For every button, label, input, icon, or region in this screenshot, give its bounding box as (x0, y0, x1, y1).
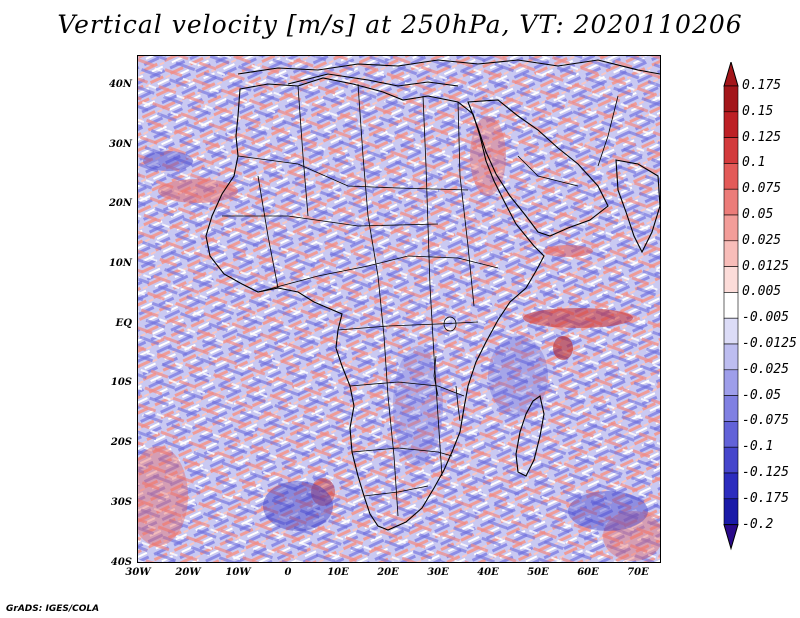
lon-tick-10w: 10W (225, 567, 251, 578)
europe-coastline (237, 59, 660, 75)
updraft-region (553, 336, 573, 360)
colorbar-label: -0.05 (742, 387, 782, 403)
arabia-coastline (467, 99, 609, 237)
updraft-region (138, 446, 188, 546)
lat-tick-30s: 30S (110, 497, 132, 508)
colorbar-swatch (723, 137, 739, 164)
colorbar-swatch (723, 369, 739, 396)
colorbar-label: 0.05 (742, 207, 774, 222)
africa-coastline (205, 77, 545, 531)
updraft-region (523, 308, 633, 328)
colorbar-swatch (723, 266, 739, 293)
colorbar-label: 0.125 (742, 129, 782, 145)
vertical-velocity-field (138, 56, 660, 562)
colorbar-label: -0.175 (742, 490, 789, 506)
lon-tick-10e: 10E (327, 567, 349, 578)
colorbar-label: -0.2 (742, 516, 774, 532)
lon-tick-0: 0 (284, 567, 292, 578)
colorbar-swatch (723, 188, 739, 216)
downdraft-region (488, 336, 548, 416)
colorbar-swatch (723, 163, 739, 190)
lat-tick-10s: 10S (110, 377, 132, 388)
colorbar-label: -0.075 (742, 413, 789, 429)
lat-tick-30n: 30N (108, 139, 132, 150)
updraft-region (543, 245, 593, 257)
lat-tick-40n: 40N (108, 79, 132, 90)
colorbar-label: 0.175 (742, 78, 782, 93)
colorbar-bottom-arrow (723, 524, 739, 551)
colorbar-label: -0.005 (742, 310, 789, 326)
lon-tick-30w: 30W (125, 567, 151, 578)
lon-tick-20w: 20W (175, 567, 201, 578)
lon-tick-70e: 70E (627, 567, 649, 578)
colorbar-label: -0.025 (742, 361, 789, 377)
colorbar-swatch (723, 421, 739, 448)
india-coastline (615, 159, 660, 254)
colorbar-label: 0.15 (742, 103, 774, 119)
downdraft-region (568, 491, 648, 531)
map-title: Vertical velocity [m/s] at 250hPa, VT: 2… (57, 10, 743, 39)
colorbar-swatch (723, 472, 739, 500)
updraft-region (158, 179, 238, 203)
country-borders (222, 83, 619, 517)
lon-tick-20e: 20E (377, 567, 399, 578)
colorbar (723, 62, 739, 551)
updraft-region (603, 511, 660, 561)
colorbar-swatch (723, 85, 739, 113)
downdraft-region (393, 346, 443, 466)
madagascar-coastline (515, 395, 545, 477)
lat-tick-40s: 40S (110, 557, 132, 568)
lon-tick-30e: 30E (427, 567, 449, 578)
coastlines (205, 59, 660, 531)
colorbar-label: -0.0125 (742, 336, 797, 351)
colorbar-swatch (723, 240, 739, 267)
lon-tick-40e: 40E (477, 567, 499, 578)
colorbar-label: -0.1 (742, 439, 774, 455)
colorbar-swatch (723, 343, 739, 371)
lat-tick-20s: 20S (110, 437, 132, 448)
colorbar-label: 0.025 (742, 232, 782, 248)
footer-credit: GrADS: IGES/COLA (6, 604, 100, 614)
colorbar-swatch (723, 498, 739, 525)
colorbar-label: 0.005 (742, 284, 782, 300)
lat-tick-20n: 20N (108, 198, 132, 209)
downdraft-region (263, 481, 333, 531)
colorbar-swatch (723, 446, 739, 474)
map-panel (137, 55, 661, 563)
colorbar-swatch (723, 111, 739, 138)
lakes (433, 316, 461, 422)
colorbar-swatch (723, 317, 739, 345)
colorbar-label: 0.1 (742, 155, 766, 171)
colorbar-label: 0.075 (742, 181, 782, 197)
lon-tick-50e: 50E (527, 567, 549, 578)
lon-tick-60e: 60E (577, 567, 599, 578)
updraft-region (311, 478, 335, 506)
lat-tick-eq: EQ (115, 318, 132, 329)
downdraft-region (143, 151, 193, 171)
colorbar-swatch (723, 214, 739, 242)
mediterranean (287, 73, 459, 87)
colorbar-top-arrow (723, 62, 739, 87)
colorbar-swatch (723, 395, 739, 422)
colorbar-swatch (723, 292, 739, 319)
colorbar-label: 0.0125 (742, 258, 789, 274)
lat-tick-10n: 10N (108, 258, 132, 269)
colorbar-label: -0.125 (742, 465, 789, 480)
